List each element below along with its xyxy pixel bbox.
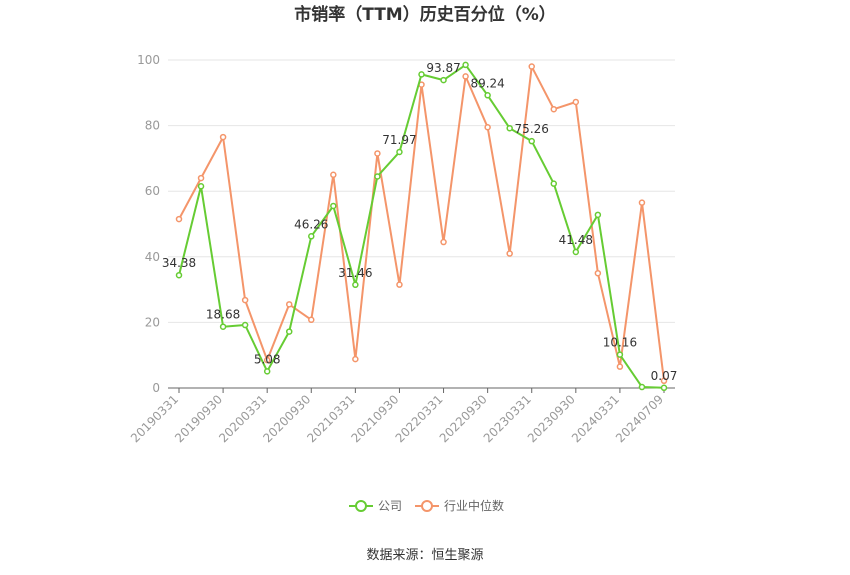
y-tick-label: 40 — [145, 250, 160, 264]
data-point[interactable] — [285, 328, 293, 335]
data-point[interactable] — [175, 271, 183, 279]
legend-marker — [355, 500, 367, 512]
data-point[interactable] — [374, 173, 381, 180]
data-point[interactable] — [396, 148, 403, 156]
data-point[interactable] — [418, 71, 425, 78]
data-label: 89.24 — [470, 76, 504, 90]
chart-title: 市销率（TTM）历史百分位（%） — [294, 4, 556, 25]
data-point[interactable] — [308, 233, 315, 240]
data-point[interactable] — [638, 383, 646, 391]
data-point[interactable] — [197, 183, 205, 190]
series-line-company — [178, 63, 665, 389]
y-tick-label: 60 — [145, 184, 160, 198]
legend-label: 行业中位数 — [444, 498, 504, 513]
data-point[interactable] — [308, 316, 315, 324]
data-point[interactable] — [285, 301, 293, 308]
data-point[interactable] — [506, 124, 513, 132]
data-point[interactable] — [550, 180, 558, 187]
data-labels: 34.38 18.68 5.08 46.26 31.46 71.97 93.87 89.24 7… — [162, 61, 678, 383]
data-point[interactable] — [462, 61, 469, 69]
y-tick-label: 20 — [145, 315, 160, 329]
data-point[interactable] — [330, 202, 337, 210]
data-label: 41.48 — [559, 233, 593, 247]
data-label: 34.38 — [162, 256, 196, 270]
data-label: 0.07 — [651, 369, 678, 383]
data-point[interactable] — [594, 211, 602, 219]
data-point[interactable] — [484, 123, 491, 131]
data-point[interactable] — [396, 281, 403, 288]
data-point[interactable] — [219, 133, 227, 141]
legend-item-company[interactable]: 公司 — [349, 499, 402, 513]
data-point[interactable] — [506, 250, 513, 257]
data-label: 10.16 — [603, 336, 637, 350]
legend[interactable]: 公司 行业中位数 — [349, 498, 504, 513]
data-label: 75.26 — [515, 122, 549, 136]
chart-source: 数据来源：恒生聚源 — [366, 548, 483, 563]
x-tick-label: 20240709 — [613, 392, 666, 445]
series-line-industry-median — [178, 65, 665, 381]
data-point[interactable] — [462, 73, 469, 80]
data-label: 71.97 — [382, 133, 416, 147]
data-point[interactable] — [352, 355, 359, 363]
data-point[interactable] — [484, 92, 491, 99]
data-point[interactable] — [528, 137, 535, 145]
data-point[interactable] — [263, 368, 271, 375]
data-point[interactable] — [528, 63, 535, 70]
data-label: 93.87 — [426, 61, 460, 75]
data-point[interactable] — [175, 215, 183, 223]
data-point[interactable] — [550, 105, 558, 113]
data-label: 31.46 — [338, 266, 372, 280]
grid — [168, 59, 675, 323]
data-point[interactable] — [352, 281, 359, 289]
y-tick-label: 80 — [145, 119, 160, 133]
data-label: 46.26 — [294, 217, 328, 231]
data-point[interactable] — [660, 384, 668, 392]
data-point[interactable] — [374, 150, 381, 157]
legend-marker — [421, 500, 433, 512]
data-label: 5.08 — [254, 352, 281, 366]
data-point[interactable] — [241, 321, 249, 329]
data-point[interactable] — [638, 199, 646, 206]
data-point[interactable] — [572, 98, 580, 106]
y-tick-label: 0 — [152, 381, 160, 395]
data-point[interactable] — [263, 356, 271, 364]
legend-item-industry-median[interactable]: 行业中位数 — [415, 498, 504, 513]
data-point[interactable] — [197, 174, 205, 182]
legend-label: 公司 — [378, 499, 402, 513]
series — [175, 61, 668, 392]
data-point[interactable] — [616, 363, 624, 370]
data-point[interactable] — [330, 171, 337, 179]
data-point[interactable] — [660, 377, 668, 385]
data-point[interactable] — [572, 248, 580, 256]
y-tick-label: 100 — [137, 53, 160, 67]
data-point[interactable] — [219, 323, 227, 330]
data-point[interactable] — [616, 351, 624, 358]
data-point[interactable] — [594, 269, 602, 277]
data-label: 18.68 — [206, 308, 240, 322]
data-point[interactable] — [440, 238, 447, 246]
data-point[interactable] — [440, 76, 447, 84]
data-point[interactable] — [241, 296, 249, 304]
